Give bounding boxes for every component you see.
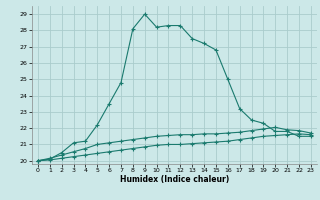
X-axis label: Humidex (Indice chaleur): Humidex (Indice chaleur) [120,175,229,184]
